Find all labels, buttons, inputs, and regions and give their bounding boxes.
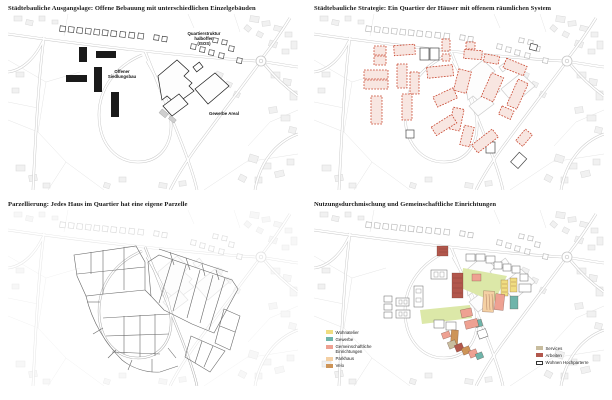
- wohnatelier-swatch: [326, 330, 333, 335]
- panel-title-parzellierung: Parzellierung: Jedes Haus im Quartier ha…: [8, 201, 188, 208]
- legend-label: Velo: [335, 363, 345, 369]
- panel-nutzung: Nutzungsdurchmischung und Gemeinschaftli…: [314, 199, 604, 386]
- legend-item: Services: [536, 346, 589, 351]
- map-ausgangslage: Quartierstruktur halboffen (ISOS) Offene…: [8, 14, 298, 190]
- map-svg-parzellierung: [8, 210, 298, 386]
- panel-title-nutzung: Nutzungsdurchmischung und Gemeinschaftli…: [314, 201, 497, 208]
- label-gewerbe-areal: Gewerbe Areal: [209, 111, 239, 116]
- legend-item: Gewerbe: [326, 337, 388, 342]
- map-nutzung: Wohnatelier Gewerbe Gemeinschaftliche Ei…: [314, 210, 604, 386]
- legend-item: Gemeinschaftliche Einrichtungen: [326, 344, 388, 354]
- label-quartierstruktur: Quartierstruktur halboffen (ISOS): [187, 31, 221, 47]
- legend-left: Wohnatelier Gewerbe Gemeinschaftliche Ei…: [326, 330, 388, 370]
- legend-item: Wohnen Hochparterre: [536, 360, 589, 365]
- legend-right: Services Arbeiten Wohnen Hochparterre: [536, 346, 589, 367]
- parcel-lines: [73, 245, 241, 373]
- map-parzellierung: [8, 210, 298, 386]
- colored-buildings: [436, 245, 519, 361]
- legend-label: Gemeinschaftliche Einrichtungen: [335, 344, 372, 355]
- map-svg-nutzung: [314, 210, 604, 386]
- legend-label: Arbeiten: [545, 353, 562, 359]
- legend-item: Parkhaus: [326, 356, 388, 361]
- legend-label: Services: [545, 346, 563, 351]
- legend-label: Gewerbe: [335, 337, 354, 343]
- proposed-houses: [363, 38, 533, 154]
- map-strategie: [314, 14, 604, 190]
- legend-label: Wohnatelier: [335, 330, 359, 335]
- legend-item: Arbeiten: [536, 353, 589, 358]
- gemeinschaft-swatch: [326, 344, 333, 349]
- legend-label: Wohnen Hochparterre: [545, 360, 589, 366]
- wohnen-inner-marks: [398, 271, 445, 317]
- arbeiten-swatch: [536, 353, 543, 358]
- map-svg-ausgangslage: [8, 14, 298, 190]
- wohnen-buildings: [383, 253, 532, 340]
- siedlungsbau-buildings: [66, 47, 119, 117]
- velo-swatch: [326, 363, 333, 368]
- legend-item: Wohnatelier: [326, 330, 388, 335]
- services-swatch: [536, 346, 543, 351]
- panel-ausgangslage: Städtebauliche Ausgangslage: Offene Beba…: [8, 3, 298, 190]
- panel-parzellierung: Parzellierung: Jedes Haus im Quartier ha…: [8, 199, 298, 386]
- map-svg-strategie: [314, 14, 604, 190]
- gewerbe-swatch: [326, 337, 333, 342]
- panel-title-strategie: Städtebauliche Strategie: Ein Quartier d…: [314, 5, 552, 12]
- panel-title-ausgangslage: Städtebauliche Ausgangslage: Offene Beba…: [8, 5, 256, 12]
- parkhaus-swatch: [326, 356, 333, 361]
- wohnen-swatch: [536, 360, 543, 365]
- label-siedlungsbau: Offener Siedlungsbau: [107, 69, 137, 80]
- legend-item: Velo: [326, 363, 388, 368]
- building-stripes: [439, 248, 516, 311]
- panel-strategie: Städtebauliche Strategie: Ein Quartier d…: [314, 3, 604, 190]
- legend-label: Parkhaus: [335, 356, 355, 362]
